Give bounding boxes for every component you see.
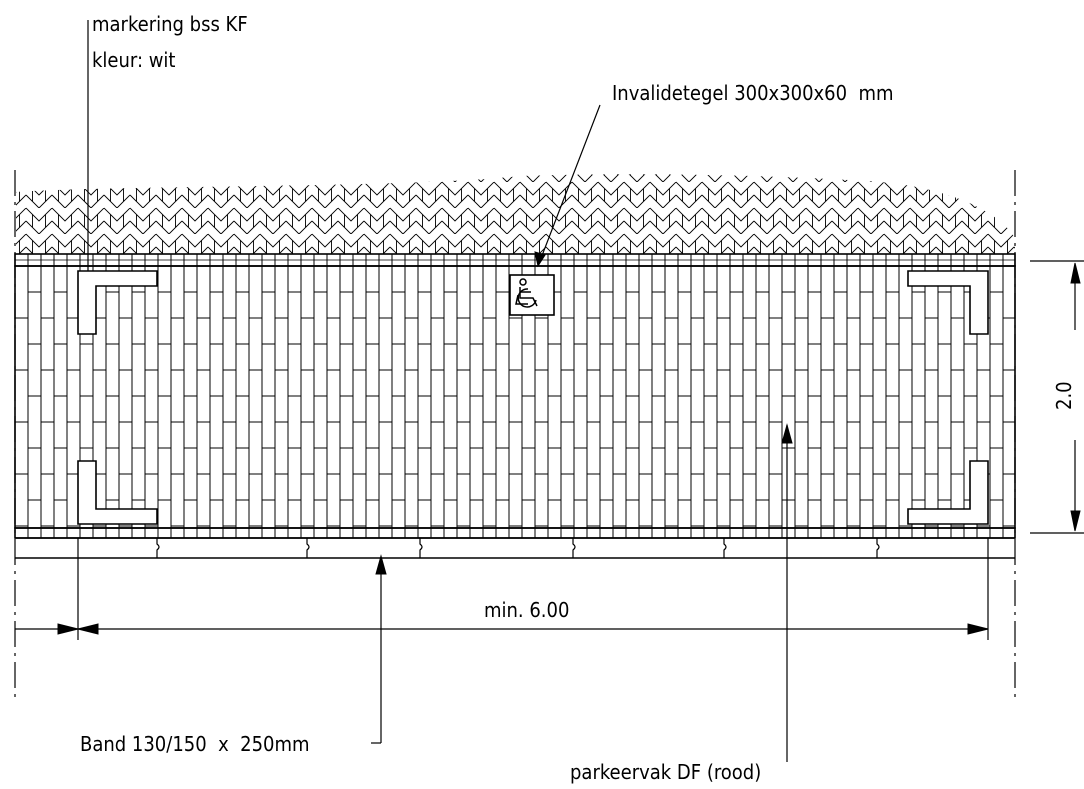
arrow-band bbox=[375, 554, 387, 575]
arrow-dim-right bbox=[967, 623, 989, 635]
marking-label-line2: kleur: wit bbox=[92, 48, 176, 72]
arrowheads bbox=[57, 251, 1081, 635]
width-dimension-label: min. 6.00 bbox=[484, 598, 569, 622]
bottom-border-row bbox=[14, 527, 1016, 539]
wheelchair-tile bbox=[509, 274, 555, 316]
disabled-tile-label: Invalidetegel 300x300x60 mm bbox=[612, 81, 894, 105]
marking-label-line1: markering bss KF bbox=[92, 12, 248, 36]
arrow-parking bbox=[781, 423, 793, 444]
top-border-row bbox=[14, 253, 1016, 267]
corner-marking-bottom-left bbox=[77, 460, 158, 525]
parking-space-label: parkeervak DF (rood) bbox=[570, 760, 761, 784]
arrow-dim-top bbox=[1070, 262, 1081, 284]
corner-marking-top-left bbox=[77, 270, 158, 335]
curb-band bbox=[15, 537, 1015, 559]
arrow-dim-bottom bbox=[1070, 510, 1081, 532]
corner-marking-top-right bbox=[907, 270, 989, 335]
arrow-tile bbox=[534, 251, 546, 268]
depth-dimension-label: 2.0 bbox=[1052, 381, 1076, 410]
herringbone-paving bbox=[16, 174, 1015, 254]
leader-lines bbox=[15, 20, 1084, 762]
corner-marking-bottom-right bbox=[907, 460, 989, 525]
arrow-dim-left-inner bbox=[77, 623, 99, 635]
arrow-dim-left-outer bbox=[57, 623, 79, 635]
wheelchair-icon bbox=[515, 278, 538, 308]
curb-label: Band 130/150 x 250mm bbox=[80, 732, 310, 756]
